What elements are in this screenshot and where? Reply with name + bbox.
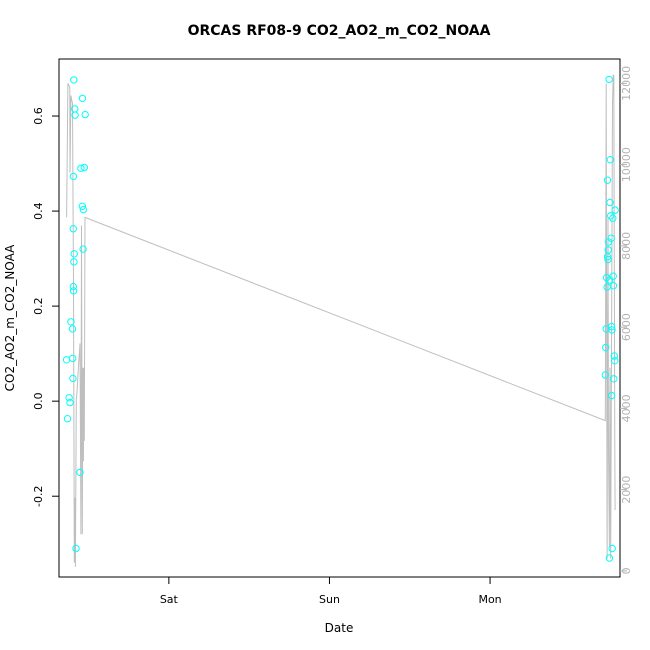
- data-point: [67, 318, 75, 326]
- data-point: [81, 110, 89, 119]
- y2-tick-label: 4000: [620, 394, 633, 422]
- data-point: [606, 156, 614, 164]
- chart-title: ORCAS RF08-9 CO2_AO2_m_CO2_NOAA: [188, 23, 491, 39]
- data-point: [607, 391, 616, 400]
- data-point: [611, 206, 619, 214]
- data-point: [65, 394, 73, 402]
- y-tick-label: 0.0: [32, 392, 45, 410]
- data-point: [69, 287, 78, 295]
- data-point: [608, 326, 616, 334]
- y-axis-right: 0 2000 4000 6000 8000 10000 12000: [620, 66, 633, 574]
- data-point: [70, 250, 78, 258]
- data-point: [609, 214, 617, 222]
- data-point: [70, 76, 78, 84]
- data-point: [610, 352, 619, 360]
- y2-tick-label: 6000: [620, 313, 633, 341]
- y-tick-label: -0.2: [32, 485, 45, 506]
- data-point: [603, 176, 612, 184]
- x-tick-label: Sun: [319, 593, 340, 606]
- y-axis-left: -0.2 0.0 0.2 0.4 0.6: [32, 107, 59, 507]
- y2-tick-label: 0: [620, 567, 633, 574]
- data-point: [608, 544, 616, 553]
- point-layer: [62, 75, 619, 562]
- data-point: [606, 198, 614, 207]
- data-point: [603, 283, 611, 291]
- y2-tick-label: 10000: [620, 147, 633, 182]
- data-point: [77, 164, 85, 173]
- data-point: [69, 374, 77, 383]
- data-point: [607, 212, 615, 220]
- x-axis: Sat Sun Mon: [160, 577, 502, 606]
- data-point: [602, 343, 610, 352]
- data-point: [70, 258, 78, 266]
- data-point: [611, 357, 619, 365]
- data-point: [605, 75, 613, 84]
- data-point: [607, 234, 615, 242]
- data-point: [62, 356, 71, 364]
- data-point: [78, 94, 87, 103]
- data-point: [69, 282, 78, 291]
- x-tick-label: Mon: [478, 593, 501, 606]
- data-point: [604, 255, 612, 264]
- x-tick-label: Sat: [160, 593, 179, 606]
- data-point: [79, 245, 87, 253]
- y-tick-label: 0.2: [32, 297, 45, 315]
- y-tick-label: 0.4: [32, 202, 45, 220]
- data-point: [76, 468, 84, 477]
- data-point: [69, 172, 78, 181]
- data-point: [68, 325, 77, 333]
- data-point: [80, 163, 89, 172]
- y-tick-label: 0.6: [32, 107, 45, 125]
- data-point: [609, 282, 618, 290]
- data-point: [79, 205, 88, 214]
- y-axis-label: CO2_AO2_m_CO2_NOAA: [3, 244, 17, 391]
- x-axis-label: Date: [325, 621, 354, 635]
- data-point: [66, 398, 74, 407]
- plot-box: [58, 58, 621, 578]
- y2-tick-label: 2000: [620, 476, 633, 504]
- data-point: [71, 111, 79, 119]
- data-point: [69, 354, 77, 363]
- data-point: [604, 246, 612, 254]
- y2-tick-label: 8000: [620, 232, 633, 260]
- altitude-line: [66, 74, 616, 567]
- data-point: [69, 225, 78, 233]
- data-point: [78, 202, 87, 211]
- data-point: [610, 375, 618, 383]
- data-point: [607, 322, 616, 331]
- data-point: [605, 554, 614, 562]
- y2-tick-label: 12000: [620, 66, 633, 101]
- data-point: [63, 415, 72, 423]
- data-point: [609, 272, 617, 280]
- data-point: [72, 544, 80, 553]
- data-point: [601, 371, 609, 379]
- line-layer: [66, 74, 616, 567]
